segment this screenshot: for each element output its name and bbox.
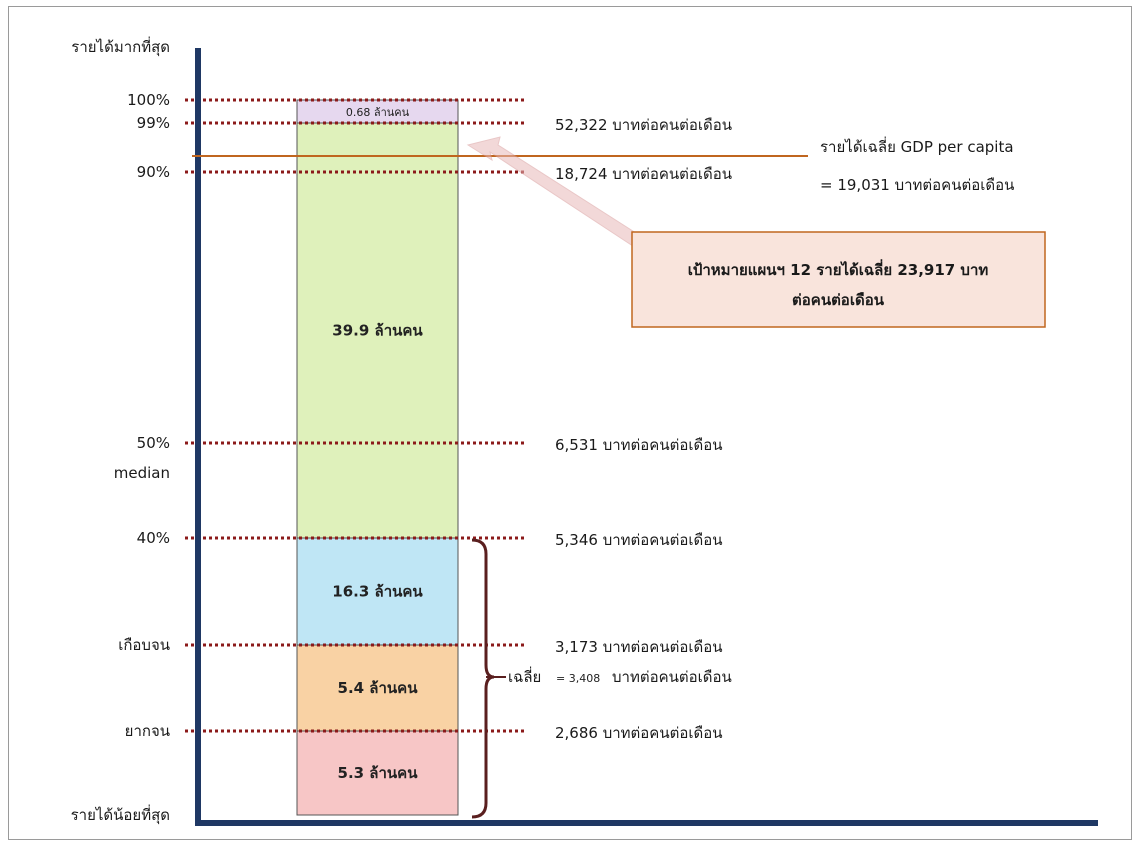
threshold-label: ยากจน: [125, 722, 170, 740]
segment-label: 5.4 ล้านคน: [338, 679, 419, 697]
callout-box: [631, 231, 1046, 328]
segment-label: 16.3 ล้านคน: [332, 583, 423, 601]
bar-segment: [296, 644, 459, 732]
chart-frame: [8, 6, 1132, 840]
bracket-label-rest: บาทต่อคนต่อเดือน: [612, 668, 732, 686]
bracket-label-eq: = 3,408: [556, 672, 600, 685]
threshold-value: 6,531 บาทต่อคนต่อเดือน: [555, 436, 722, 454]
gdp-label-line1: รายได้เฉลี่ย GDP per capita: [820, 136, 1014, 156]
bar-segment: [296, 122, 459, 539]
threshold-label: เกือบจน: [118, 636, 170, 654]
threshold-label: 50%: [137, 434, 170, 452]
segment-label: 0.68 ล้านคน: [346, 106, 410, 119]
threshold-label: 100%: [127, 91, 170, 109]
threshold-value: 52,322 บาทต่อคนต่อเดือน: [555, 116, 732, 134]
bracket-label-prefix: เฉลี่ย: [508, 666, 541, 686]
threshold-value: 5,346 บาทต่อคนต่อเดือน: [555, 531, 722, 549]
axis-bottom-label: รายได้น้อยที่สุด: [71, 804, 170, 825]
segment-label: 5.3 ล้านคน: [338, 764, 419, 782]
callout-arrow: [466, 136, 651, 253]
threshold-label: 99%: [137, 114, 170, 132]
threshold-value: 3,173 บาทต่อคนต่อเดือน: [555, 638, 722, 656]
gdp-label-line2: = 19,031 บาทต่อคนต่อเดือน: [820, 176, 1014, 194]
threshold-label: 90%: [137, 163, 170, 181]
average-bracket: [471, 538, 495, 819]
threshold-value: 18,724 บาทต่อคนต่อเดือน: [555, 165, 732, 183]
threshold-value: 2,686 บาทต่อคนต่อเดือน: [555, 724, 722, 742]
axis-top-label: รายได้มากที่สุด: [71, 36, 170, 57]
callout-line1: เป้าหมายแผนฯ 12 รายได้เฉลี่ย 23,917 บาท: [688, 259, 989, 279]
callout-line2: ต่อคนต่อเดือน: [792, 291, 885, 309]
threshold-label: 40%: [137, 529, 170, 547]
segment-label: 39.9 ล้านคน: [332, 322, 423, 340]
median-label: median: [114, 464, 170, 482]
